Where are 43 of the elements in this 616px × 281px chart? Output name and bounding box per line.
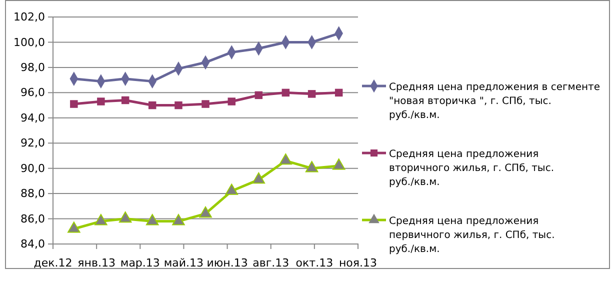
legend-label: Средняя цена предложения в сегменте "новая вторичка ", г. СПб, тыс. руб./кв.м. (389, 82, 600, 121)
y-tick-label: 94,0 (20, 111, 45, 124)
x-tick-label: янв.13 (78, 256, 116, 270)
y-tick-label: 86,0 (20, 212, 45, 226)
x-tick-label: июн.13 (206, 256, 248, 270)
legend-label: Средняя цена предложения вторичного жилья, г. СПб, тыс. руб./кв.м. (389, 149, 554, 188)
point (334, 88, 343, 97)
x-tick-label: авг.13 (252, 256, 290, 270)
point (228, 98, 236, 106)
y-tick-label: 84,0 (20, 238, 45, 251)
point (174, 101, 182, 110)
y-tick-label: 92,0 (20, 136, 45, 150)
legend-label: Средняя цена предложения первичного жилья, г. СПб, тыс. руб./кв.м. (389, 216, 555, 255)
x-tick-label: ноя.13 (338, 256, 378, 270)
x-tick-label: мар.13 (120, 256, 160, 270)
point (199, 206, 212, 218)
point (97, 98, 105, 106)
point (225, 184, 238, 195)
point (279, 153, 292, 165)
point (332, 158, 346, 170)
y-tick-label: 88,0 (20, 187, 45, 200)
y-tick-label: 102,0 (14, 10, 45, 24)
point (94, 214, 108, 226)
y-tick-label: 98,0 (20, 60, 45, 74)
point (146, 214, 159, 226)
y-tick-label: 100,0 (14, 36, 45, 49)
y-tick-label: 96,0 (20, 86, 45, 100)
point (308, 90, 316, 98)
x-tick-label: дек.12 (34, 256, 72, 270)
point (118, 211, 132, 223)
point (282, 88, 290, 97)
point (305, 161, 318, 172)
point (121, 96, 130, 104)
point (254, 91, 263, 100)
x-tick-label: окт.13 (296, 256, 334, 270)
point (68, 222, 80, 233)
point (202, 100, 210, 108)
point (70, 100, 78, 108)
point (172, 214, 185, 226)
point (148, 101, 156, 110)
point (252, 172, 266, 184)
x-tick-label: май.13 (164, 256, 204, 270)
y-tick-label: 90,0 (20, 162, 45, 175)
